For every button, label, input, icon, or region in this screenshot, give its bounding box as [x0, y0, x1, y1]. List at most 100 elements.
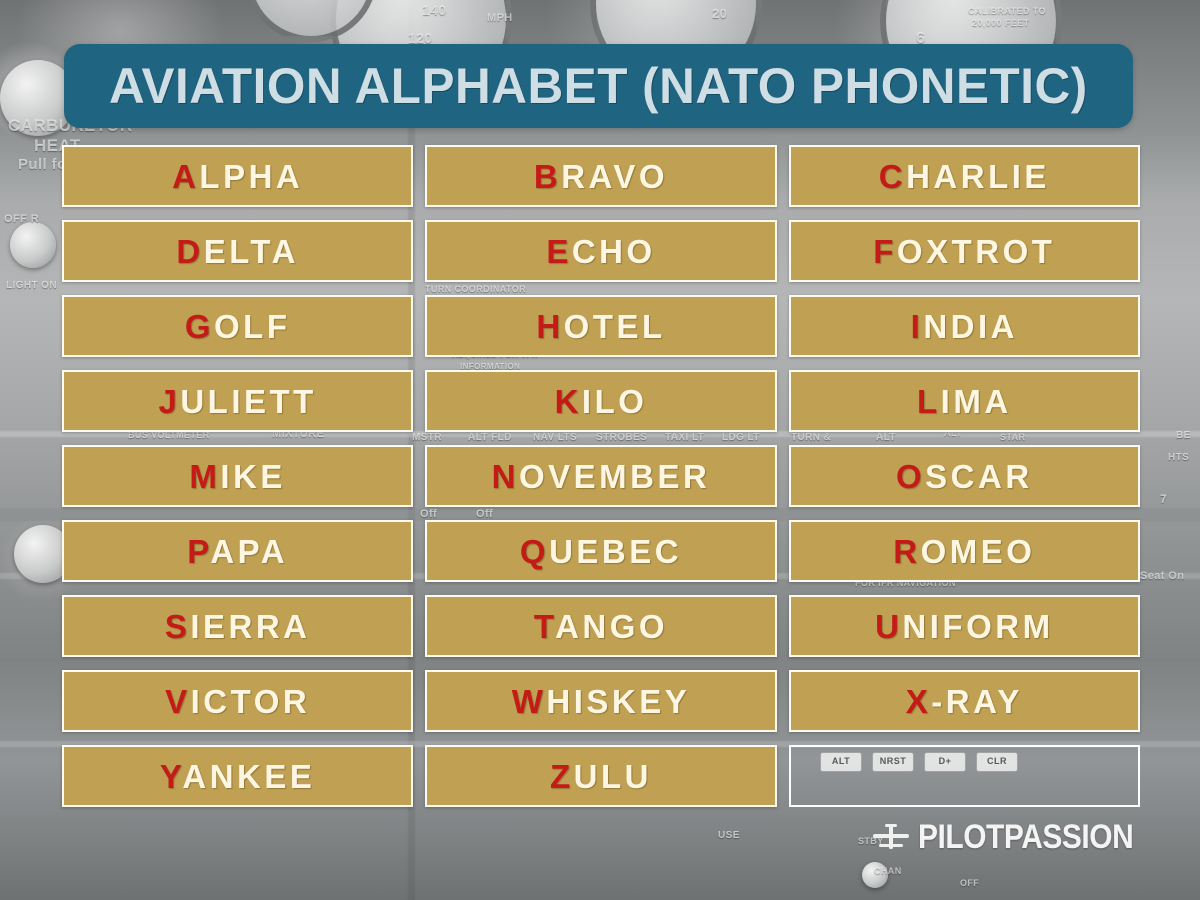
alphabet-first-letter: E [546, 232, 572, 270]
alphabet-card[interactable]: PAPA [62, 520, 414, 582]
alphabet-word: JULIETT [158, 385, 316, 418]
alphabet-card[interactable]: FOXTROT [788, 220, 1140, 282]
alphabet-card[interactable]: TANGO [425, 595, 777, 657]
alphabet-card[interactable]: ALPHA [62, 145, 414, 207]
alphabet-word-rest: NIFORM [902, 607, 1054, 645]
alphabet-card[interactable]: JULIETT [62, 370, 414, 432]
radio-knob-icon [862, 862, 888, 888]
alphabet-word-rest: ULIETT [180, 382, 317, 420]
alphabet-card[interactable]: HOTEL [425, 295, 777, 357]
page-title: AVIATION ALPHABET (NATO PHONETIC) [109, 58, 1088, 114]
alphabet-word-rest: NDIA [923, 307, 1018, 345]
alphabet-word-rest: ILO [581, 382, 648, 420]
alphabet-word-rest: -RAY [931, 682, 1023, 720]
alphabet-card[interactable]: VICTOR [62, 670, 414, 732]
alphabet-first-letter: U [875, 607, 903, 645]
alphabet-first-letter: C [878, 157, 907, 195]
alphabet-first-letter: G [184, 307, 214, 345]
alphabet-card[interactable]: ROMEO [788, 520, 1140, 582]
alphabet-word: GOLF [185, 310, 291, 343]
alphabet-word: YANKEE [160, 760, 316, 793]
alphabet-card[interactable]: CHARLIE [788, 145, 1140, 207]
alphabet-word: HOTEL [536, 310, 665, 343]
alphabet-card[interactable]: X-RAY [788, 670, 1140, 732]
alphabet-card[interactable]: NOVEMBER [425, 445, 777, 507]
alphabet-word: ZULU [550, 760, 652, 793]
carb-heat-knob-icon [0, 60, 76, 136]
alphabet-word-rest: OLF [214, 307, 291, 345]
alphabet-word: TANGO [534, 610, 668, 643]
alphabet-card[interactable]: MIKE [62, 445, 414, 507]
alphabet-word-rest: RAVO [561, 157, 669, 195]
alphabet-word-rest: OXTROT [896, 232, 1056, 270]
avionics-button-clr: CLR [976, 752, 1018, 772]
alphabet-word: FOXTROT [873, 235, 1055, 268]
alphabet-first-letter: V [165, 682, 191, 720]
alphabet-card[interactable]: GOLF [62, 295, 414, 357]
alphabet-card[interactable]: KILO [425, 370, 777, 432]
alphabet-first-letter: O [895, 457, 926, 495]
alphabet-first-letter: J [158, 382, 181, 420]
alphabet-card[interactable]: UNIFORM [788, 595, 1140, 657]
alphabet-first-letter: K [554, 382, 582, 420]
alphabet-word: UNIFORM [875, 610, 1054, 643]
alphabet-word-rest: HISKEY [546, 682, 691, 720]
alphabet-word-rest: ANGO [555, 607, 669, 645]
alphabet-word-rest: ANKEE [182, 757, 316, 795]
alphabet-first-letter: H [536, 307, 564, 345]
alphabet-word: BRAVO [534, 160, 668, 193]
alphabet-card[interactable]: OSCAR [788, 445, 1140, 507]
alphabet-card[interactable]: BRAVO [425, 145, 777, 207]
alphabet-first-letter: I [910, 307, 924, 345]
alphabet-first-letter: P [187, 532, 211, 570]
alphabet-first-letter: T [533, 607, 556, 645]
alphabet-word: CHARLIE [879, 160, 1050, 193]
alphabet-first-letter: S [164, 607, 191, 645]
alphabet-word-rest: ELTA [203, 232, 299, 270]
alphabet-word-rest: ULU [573, 757, 652, 795]
brand-name: PILOTPASSION [918, 818, 1134, 856]
alphabet-word-rest: OVEMBER [518, 457, 711, 495]
alphabet-card[interactable]: QUEBEC [425, 520, 777, 582]
alphabet-first-letter: N [491, 457, 519, 495]
airplane-icon [873, 824, 909, 849]
phonetic-alphabet-grid: ALPHA BRAVO CHARLIE DELTA ECHO FOXTROT GOLF HOT… [62, 145, 1140, 807]
alphabet-word: INDIA [911, 310, 1018, 343]
alphabet-card[interactable]: INDIA [788, 295, 1140, 357]
alphabet-card[interactable]: LIMA [788, 370, 1140, 432]
alphabet-word: SIERRA [165, 610, 311, 643]
alphabet-word: WHISKEY [512, 685, 691, 718]
alphabet-first-letter: F [873, 232, 897, 270]
alphabet-word-rest: ICTOR [190, 682, 311, 720]
ignition-knob-icon [10, 222, 56, 268]
title-banner: AVIATION ALPHABET (NATO PHONETIC) [64, 44, 1133, 128]
alphabet-word-rest: APA [210, 532, 289, 570]
alphabet-word-rest: OMEO [920, 532, 1036, 570]
alphabet-word: VICTOR [165, 685, 310, 718]
alphabet-first-letter: Z [549, 757, 574, 795]
alphabet-card[interactable]: WHISKEY [425, 670, 777, 732]
alphabet-card-empty[interactable] [788, 745, 1140, 807]
avionics-button-alt: ALT [820, 752, 862, 772]
alphabet-first-letter: W [511, 682, 547, 720]
alphabet-first-letter: Y [159, 757, 183, 795]
avionics-button-nrst: NRST [872, 752, 914, 772]
alphabet-word-rest: UEBEC [549, 532, 683, 570]
alphabet-card[interactable]: DELTA [62, 220, 414, 282]
alphabet-word: MIKE [189, 460, 286, 493]
alphabet-word: NOVEMBER [492, 460, 711, 493]
alphabet-word: DELTA [176, 235, 299, 268]
alphabet-card[interactable]: ZULU [425, 745, 777, 807]
alphabet-card[interactable]: YANKEE [62, 745, 414, 807]
alphabet-word: ROMEO [893, 535, 1035, 568]
alphabet-first-letter: L [916, 382, 941, 420]
alphabet-card[interactable]: ECHO [425, 220, 777, 282]
alphabet-word-rest: IERRA [190, 607, 311, 645]
alphabet-first-letter: D [176, 232, 204, 270]
alphabet-word: KILO [555, 385, 648, 418]
alphabet-card[interactable]: SIERRA [62, 595, 414, 657]
alphabet-word: OSCAR [896, 460, 1033, 493]
alphabet-first-letter: R [893, 532, 921, 570]
alphabet-word-rest: HARLIE [906, 157, 1050, 195]
